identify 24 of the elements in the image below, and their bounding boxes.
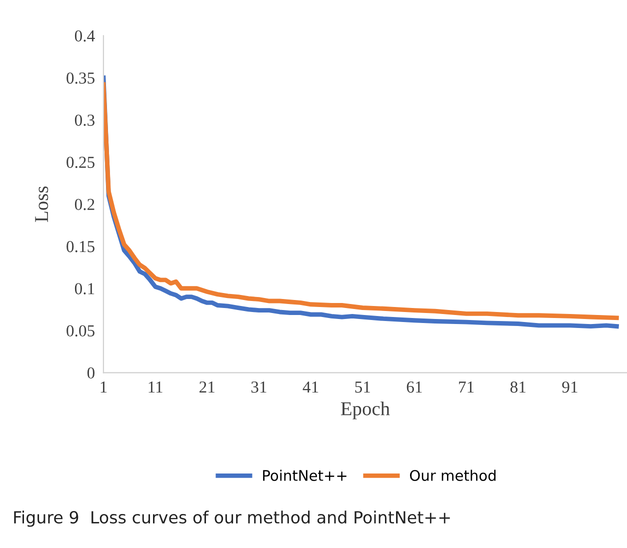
legend-label: PointNet++: [263, 470, 346, 481]
y-tick-label: 0.3: [74, 114, 94, 126]
caption: Figure 9 Loss curves of our method and PointNet++: [14, 510, 450, 527]
x-tick-label: 11: [148, 382, 162, 393]
y-axis-title: Loss: [35, 186, 48, 222]
legend-label: Our method: [410, 470, 496, 481]
y-tick-label: 0.25: [66, 156, 94, 168]
y-tick-label: 0.15: [66, 240, 94, 252]
x-tick-label: 81: [510, 381, 526, 393]
y-tick-label: 0.35: [66, 72, 94, 84]
x-tick-label: 71: [459, 382, 474, 393]
y-tick-label: 0.4: [74, 30, 95, 42]
y-tick-label: 0.05: [66, 325, 94, 337]
y-tick-label: 0.2: [74, 198, 94, 210]
x-axis-title: Epoch: [340, 402, 390, 420]
x-tick-label: 21: [200, 382, 214, 393]
x-tick-label: 41: [302, 382, 318, 393]
y-tick-label: 0.1: [74, 283, 94, 294]
x-tick-label: 1: [100, 382, 107, 393]
y-tick-label: 0: [87, 367, 94, 379]
x-tick-label: 31: [251, 382, 266, 393]
x-tick-label: 91: [562, 382, 578, 393]
x-tick-label: 61: [406, 382, 422, 393]
x-tick-label: 51: [355, 382, 370, 393]
